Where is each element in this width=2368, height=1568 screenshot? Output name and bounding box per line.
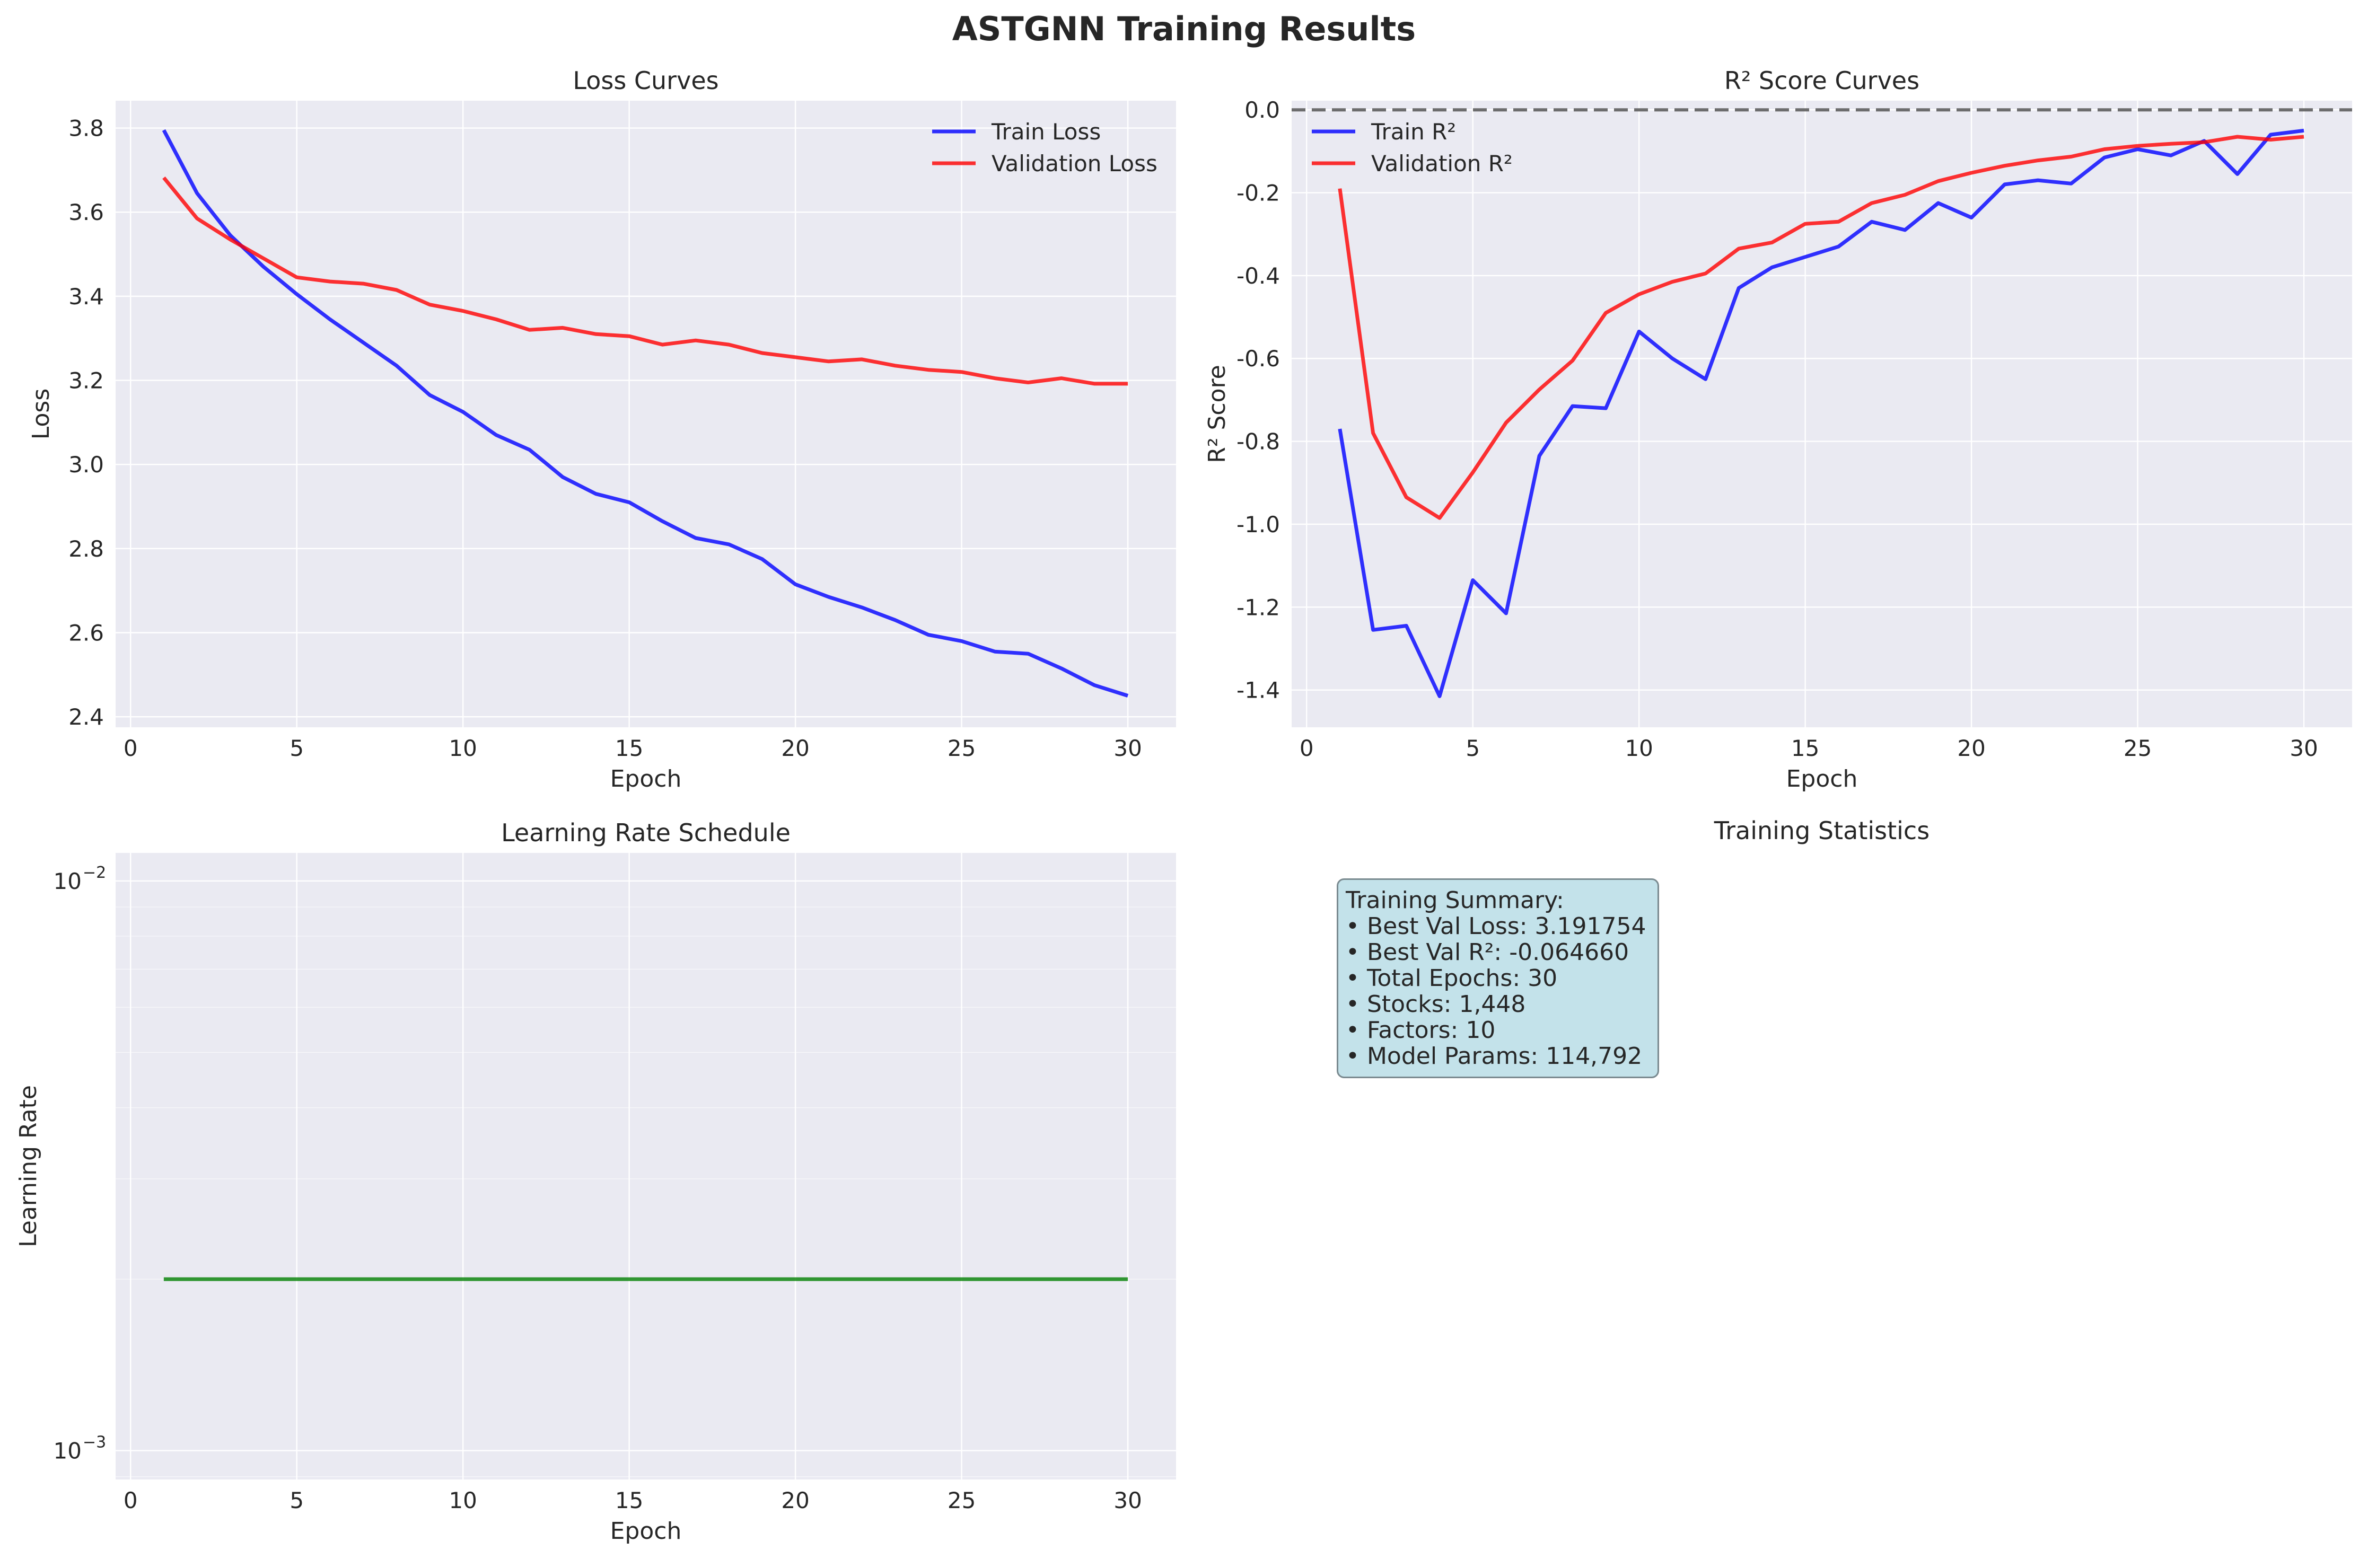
x-tick-label: 20 [781,735,809,761]
summary-line: • Model Params: 114,792 [1346,1043,1643,1070]
chart-title: R² Score Curves [1724,66,1919,95]
chart-title: Learning Rate Schedule [501,818,791,847]
y-tick-label: -0.8 [1236,429,1280,455]
y-axis-label: Learning Rate [15,1085,42,1247]
y-tick-label: 3.6 [68,199,104,225]
x-tick-label: 15 [1791,735,1819,761]
x-tick-label: 5 [290,735,304,761]
y-tick-exponent: −2 [83,864,106,882]
summary-line: • Total Epochs: 30 [1346,965,1558,992]
x-tick-label: 10 [1625,735,1653,761]
y-tick-label: 10 [54,1438,82,1464]
y-tick-label: 3.8 [68,116,104,142]
y-tick-label: -0.4 [1236,263,1280,289]
y-tick-label: -1.4 [1236,677,1280,703]
y-tick-label: 2.6 [68,620,104,646]
summary-line: • Best Val Loss: 3.191754 [1346,913,1646,940]
y-tick-label: -1.2 [1236,594,1280,620]
x-tick-label: 5 [290,1487,304,1513]
plot-area [1292,101,2352,727]
x-tick-label: 20 [781,1487,809,1513]
y-tick-exponent: −3 [83,1433,106,1452]
x-tick-label: 10 [449,735,477,761]
x-axis-label: Epoch [610,1518,682,1545]
y-axis-label: Loss [28,389,55,440]
x-tick-label: 25 [2124,735,2152,761]
x-tick-label: 30 [1113,1487,1142,1513]
legend-label: Train R² [1371,119,1456,145]
y-tick-label: 3.0 [68,452,104,478]
y-tick-label: -1.0 [1236,512,1280,538]
training-summary-box: Training Summary: • Best Val Loss: 3.1917… [1337,878,1660,1078]
y-tick-label: 3.4 [68,284,104,310]
x-tick-label: 10 [449,1487,477,1513]
x-tick-label: 25 [948,735,976,761]
chart-title: Loss Curves [573,66,718,95]
series-line [1338,135,2304,520]
stats-panel-title: Training Statistics [1714,816,1930,845]
series-line [1338,128,2304,698]
y-axis-label: R² Score [1204,365,1231,463]
x-tick-label: 5 [1466,735,1480,761]
x-tick-label: 0 [1300,735,1314,761]
summary-title: Training Summary: [1346,887,1564,914]
x-tick-label: 0 [124,735,138,761]
x-tick-label: 15 [615,1487,643,1513]
y-tick-label: 2.8 [68,536,104,562]
plot-area [116,853,1176,1479]
summary-line: • Best Val R²: -0.064660 [1346,939,1629,966]
x-tick-label: 30 [1113,735,1142,761]
x-tick-label: 15 [615,735,643,761]
y-tick-label: 2.4 [68,704,104,730]
plot-area [116,101,1176,727]
legend-label: Validation R² [1371,151,1513,177]
y-tick-label: 10 [54,868,82,894]
y-tick-label: -0.2 [1236,180,1280,206]
x-tick-label: 0 [124,1487,138,1513]
summary-line: • Stocks: 1,448 [1346,991,1526,1018]
x-axis-label: Epoch [610,765,682,792]
y-tick-label: -0.6 [1236,346,1280,372]
x-tick-label: 25 [948,1487,976,1513]
loss-chart: 0 5 10 15 20 25 30 2.4 2.6 2.8 3.0 3.2 3.4 3.6 3.8 Loss… [28,66,1176,792]
series-line [162,129,1129,698]
x-axis-label: Epoch [1786,765,1858,792]
legend-label: Train Loss [991,119,1101,145]
r2-chart: 0 5 10 15 20 25 30 0.0 -0.2 -0.4 -0.6 -0.8 -1.0 -1.2 -… [1204,66,2352,792]
summary-line: • Factors: 10 [1346,1017,1496,1044]
legend-label: Validation Loss [992,151,1157,177]
y-tick-label: 3.2 [68,368,104,394]
x-tick-label: 30 [2290,735,2318,761]
y-tick-label: 0.0 [1244,97,1280,123]
figure-title: ASTGNN Training Results [952,10,1416,48]
x-tick-label: 20 [1957,735,1985,761]
series-line [162,176,1128,386]
